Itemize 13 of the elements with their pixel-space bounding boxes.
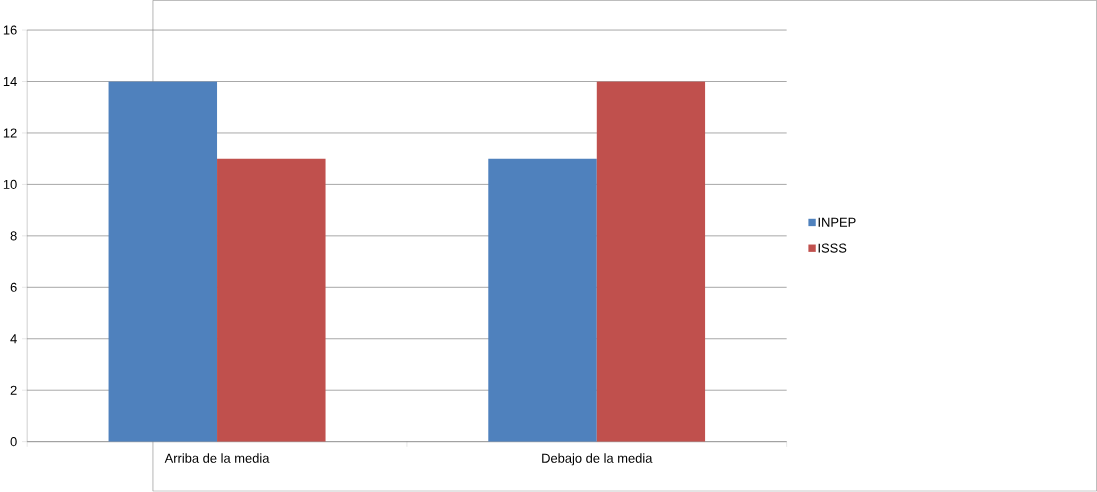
- y-tick-label: 10: [3, 180, 17, 190]
- y-tick-label: 12: [3, 128, 17, 138]
- x-tick-label: Debajo de la media: [542, 453, 653, 466]
- y-tick-label: 2: [10, 385, 17, 395]
- legend-label: INPEP: [818, 218, 856, 227]
- y-tick-label: 16: [3, 25, 17, 35]
- legend-label: ISSS: [818, 243, 847, 253]
- y-tick-label: 6: [10, 282, 17, 293]
- y-tick-label: 4: [10, 334, 17, 344]
- y-tick-label: 0: [10, 437, 17, 447]
- x-tick-label: Arriba de la media: [164, 453, 270, 464]
- y-tick-label: 14: [3, 77, 17, 87]
- y-tick-label: 8: [10, 231, 17, 241]
